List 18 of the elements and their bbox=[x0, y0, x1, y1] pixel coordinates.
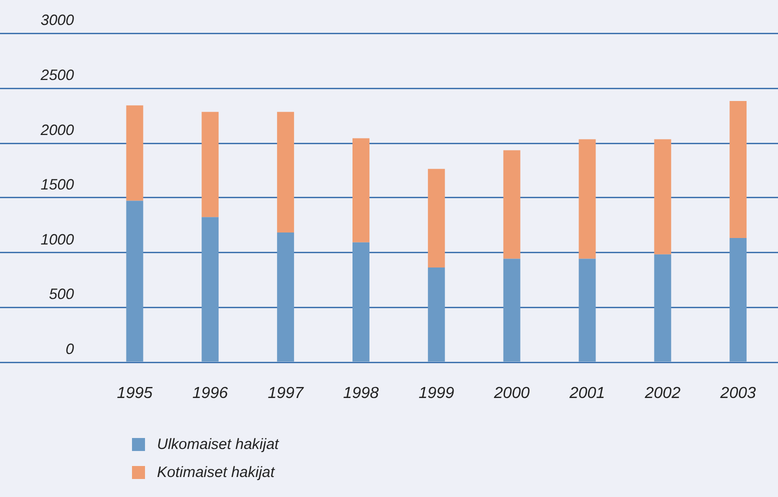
x-tick-label: 1998 bbox=[343, 384, 379, 402]
y-tick-label: 1500 bbox=[40, 176, 75, 194]
x-tick-label: 1995 bbox=[116, 384, 153, 402]
y-tick-label: 0 bbox=[66, 340, 75, 358]
x-tick-label: 2002 bbox=[644, 384, 681, 402]
y-tick-label: 2500 bbox=[40, 66, 75, 84]
x-tick-label: 2001 bbox=[568, 384, 606, 402]
y-tick-label: 3000 bbox=[40, 12, 75, 30]
legend-label: Ulkomaiset hakijat bbox=[157, 436, 279, 452]
x-tick-label: 2000 bbox=[493, 384, 530, 402]
x-tick-label: 2003 bbox=[719, 384, 756, 402]
x-tick-label: 1999 bbox=[418, 384, 454, 402]
y-tick-label: 2000 bbox=[40, 122, 75, 139]
legend-label: Kotimaiset hakijat bbox=[157, 464, 275, 480]
x-tick-label: 1997 bbox=[268, 384, 304, 402]
x-tick-label: 1996 bbox=[192, 384, 228, 402]
y-tick-label: 1000 bbox=[40, 231, 75, 248]
y-tick-label: 500 bbox=[48, 286, 75, 304]
